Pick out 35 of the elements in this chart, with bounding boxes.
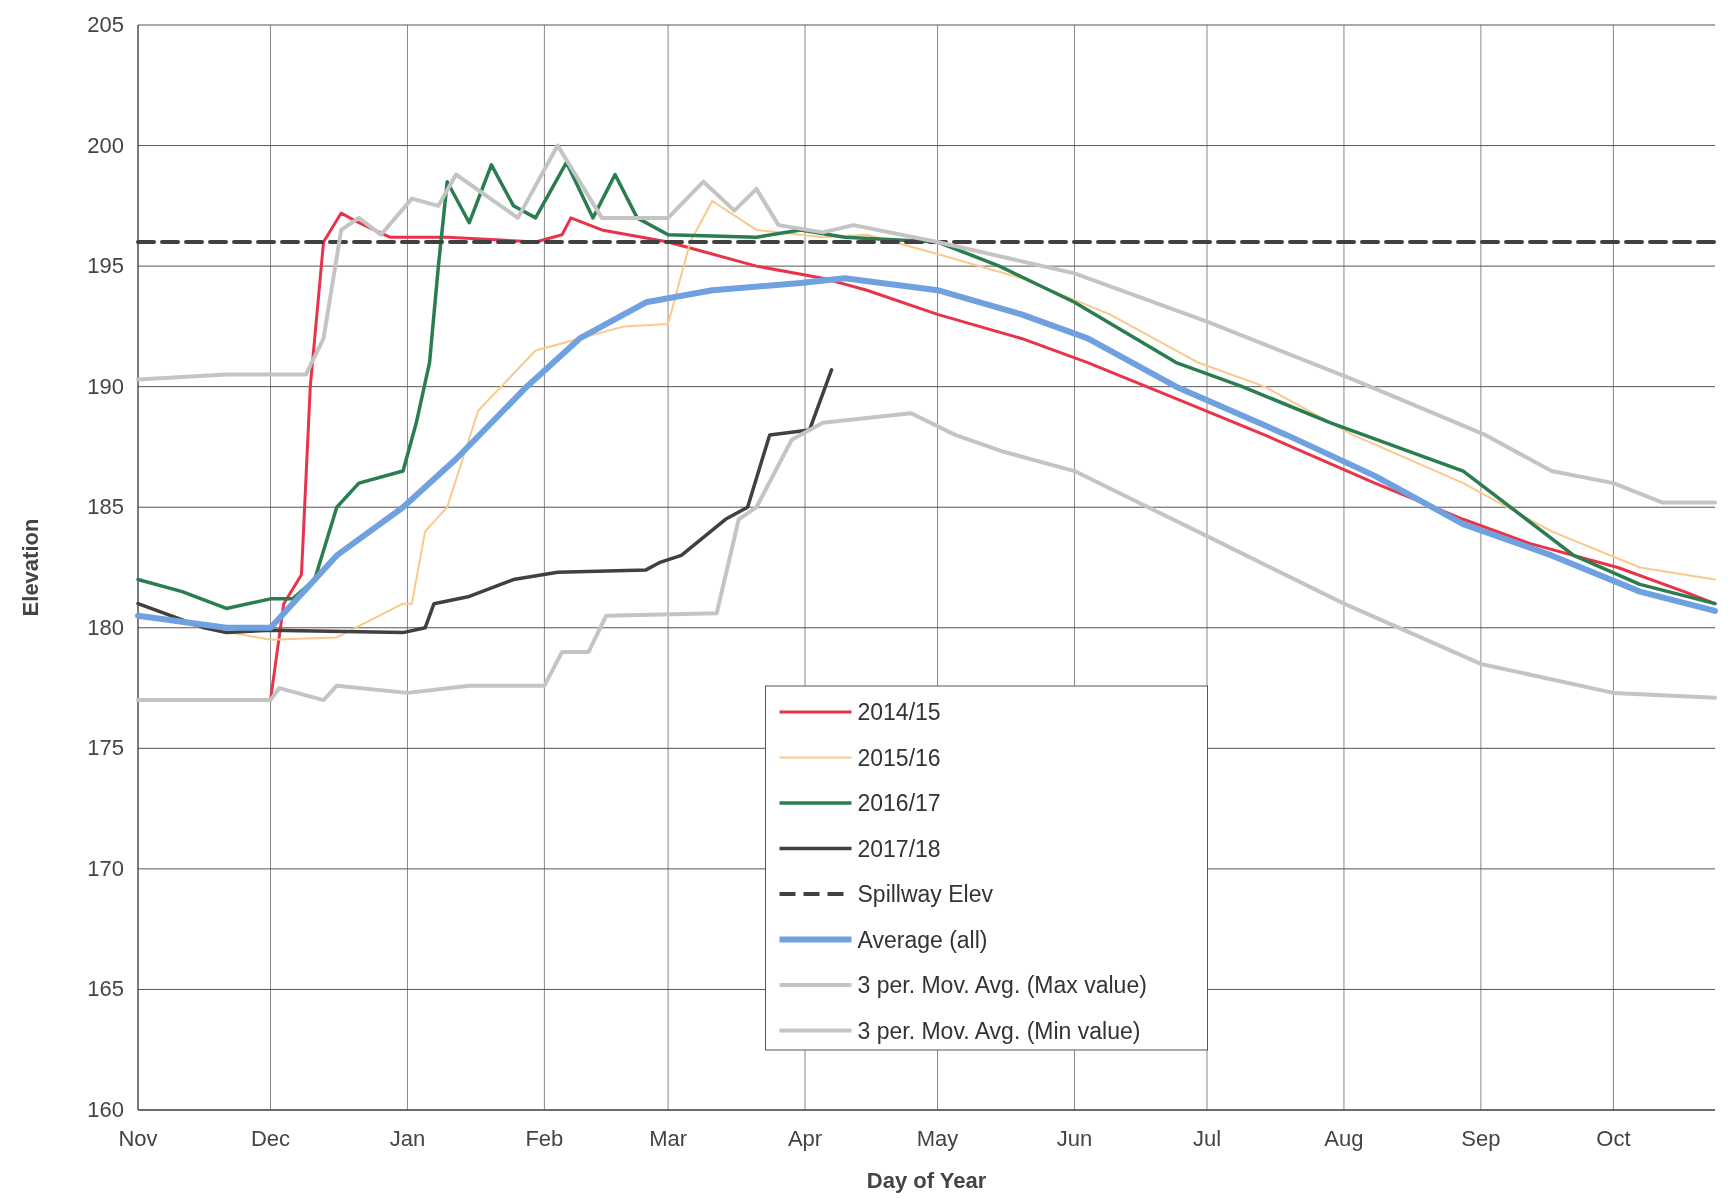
- x-tick-label: Jul: [1192, 1126, 1222, 1151]
- y-tick-label: 180: [87, 614, 124, 640]
- legend-label: 3 per. Mov. Avg. (Min value): [857, 1017, 1141, 1044]
- y-tick-label: 185: [87, 494, 124, 520]
- line-series: [136, 411, 1717, 703]
- x-tick-label: Dec: [250, 1126, 291, 1151]
- x-tick-label: Oct: [1596, 1126, 1631, 1151]
- legend-label: Average (all): [857, 926, 988, 953]
- y-tick-label: 175: [87, 735, 124, 761]
- y-tick-label: 160: [87, 1097, 124, 1122]
- legend-label: 2014/15: [857, 699, 941, 725]
- x-tick-label: Mar: [649, 1126, 688, 1151]
- legend-label: Spillway Elev: [857, 881, 994, 907]
- y-tick-label: 190: [87, 373, 124, 399]
- x-tick-label: Nov: [118, 1126, 158, 1151]
- legend-label: 2017/18: [857, 835, 941, 862]
- x-tick-label: Jun: [1056, 1126, 1093, 1151]
- x-tick-label: Jan: [389, 1126, 426, 1151]
- y-tick-label: 195: [87, 253, 124, 279]
- legend-label: 3 per. Mov. Avg. (Max value): [857, 972, 1147, 998]
- x-tick-label: Sep: [1461, 1126, 1501, 1151]
- x-tick-label: Apr: [787, 1126, 823, 1151]
- y-tick-label: 205: [87, 12, 124, 37]
- y-tick-label: 165: [87, 976, 124, 1002]
- x-tick-label: May: [916, 1126, 959, 1151]
- legend-label: 2015/16: [857, 744, 941, 771]
- line-series: [136, 143, 1717, 505]
- y-tick-label: 200: [87, 132, 124, 158]
- x-axis-title: Day of Year: [866, 1168, 987, 1193]
- y-axis-title: Elevation: [18, 518, 43, 617]
- line-series: [136, 368, 834, 635]
- y-tick-label: 170: [87, 855, 124, 881]
- x-tick-label: Aug: [1324, 1126, 1364, 1151]
- legend-label: 2016/17: [857, 790, 941, 816]
- x-tick-label: Feb: [525, 1126, 564, 1151]
